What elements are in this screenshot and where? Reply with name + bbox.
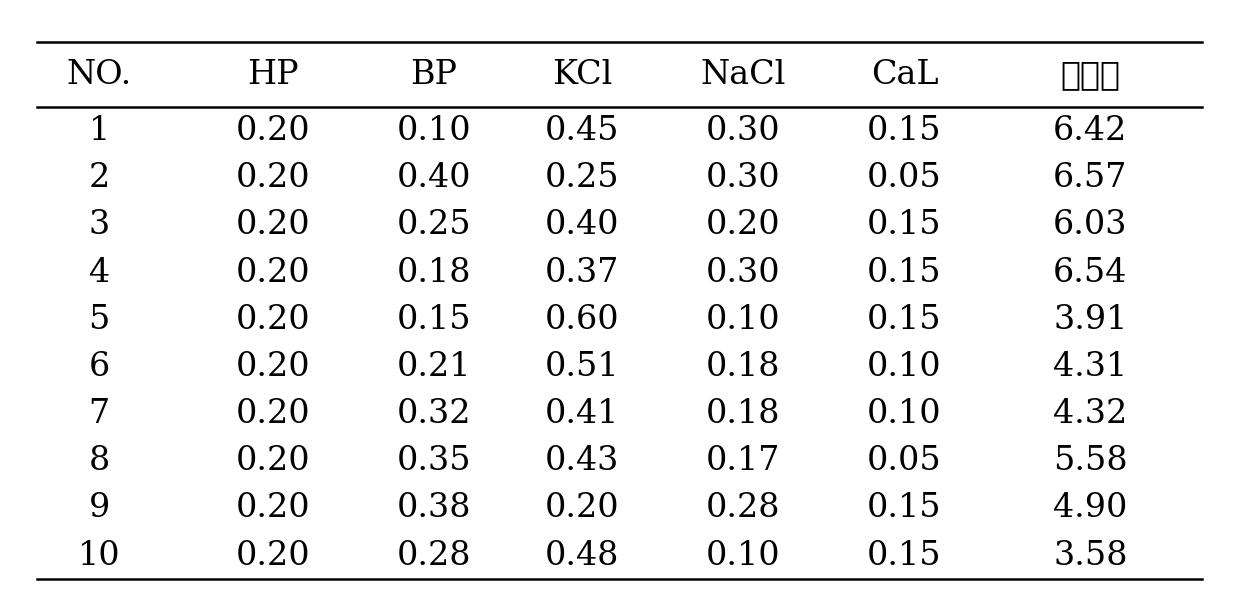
Text: 0.15: 0.15 xyxy=(867,210,942,241)
Text: 5.58: 5.58 xyxy=(1053,445,1127,477)
Text: 4.90: 4.90 xyxy=(1053,493,1127,524)
Text: 7: 7 xyxy=(88,398,110,430)
Text: 0.25: 0.25 xyxy=(396,210,471,241)
Text: 0.15: 0.15 xyxy=(867,304,942,336)
Text: 0.21: 0.21 xyxy=(396,351,471,383)
Text: 0.20: 0.20 xyxy=(235,351,310,383)
Text: 0.60: 0.60 xyxy=(545,304,620,336)
Text: 6: 6 xyxy=(88,351,110,383)
Text: KCl: KCl xyxy=(553,59,612,91)
Text: 0.05: 0.05 xyxy=(867,445,942,477)
Text: 6.57: 6.57 xyxy=(1053,162,1127,194)
Text: 0.18: 0.18 xyxy=(706,351,781,383)
Text: 6.54: 6.54 xyxy=(1053,257,1127,288)
Text: 0.15: 0.15 xyxy=(396,304,471,336)
Text: 8: 8 xyxy=(88,445,110,477)
Text: 0.10: 0.10 xyxy=(867,398,942,430)
Text: 6.03: 6.03 xyxy=(1053,210,1127,241)
Text: 0.10: 0.10 xyxy=(396,115,471,147)
Text: 0.20: 0.20 xyxy=(706,210,781,241)
Text: 0.20: 0.20 xyxy=(545,493,620,524)
Text: BP: BP xyxy=(410,59,457,91)
Text: 0.30: 0.30 xyxy=(706,162,781,194)
Text: 0.10: 0.10 xyxy=(706,540,781,571)
Text: NO.: NO. xyxy=(67,59,131,91)
Text: 4.32: 4.32 xyxy=(1053,398,1127,430)
Text: 5: 5 xyxy=(88,304,110,336)
Text: 0.20: 0.20 xyxy=(235,445,310,477)
Text: 3: 3 xyxy=(88,210,110,241)
Text: CaL: CaL xyxy=(871,59,938,91)
Text: 0.45: 0.45 xyxy=(545,115,620,147)
Text: 0.30: 0.30 xyxy=(706,115,781,147)
Text: 0.37: 0.37 xyxy=(545,257,620,288)
Text: 0.28: 0.28 xyxy=(396,540,471,571)
Text: 1: 1 xyxy=(88,115,110,147)
Text: 0.05: 0.05 xyxy=(867,162,942,194)
Text: 0.48: 0.48 xyxy=(545,540,620,571)
Text: 0.17: 0.17 xyxy=(706,445,781,477)
Text: 0.15: 0.15 xyxy=(867,115,942,147)
Text: 0.40: 0.40 xyxy=(396,162,471,194)
Text: 0.15: 0.15 xyxy=(867,257,942,288)
Text: 0.20: 0.20 xyxy=(235,115,310,147)
Text: 6.42: 6.42 xyxy=(1053,115,1127,147)
Text: 0.10: 0.10 xyxy=(706,304,781,336)
Text: 0.20: 0.20 xyxy=(235,540,310,571)
Text: 0.30: 0.30 xyxy=(706,257,781,288)
Text: 0.20: 0.20 xyxy=(235,210,310,241)
Text: 4.31: 4.31 xyxy=(1053,351,1127,383)
Text: 0.20: 0.20 xyxy=(235,304,310,336)
Text: 3.91: 3.91 xyxy=(1053,304,1127,336)
Text: 9: 9 xyxy=(88,493,110,524)
Text: 咋味値: 咋味値 xyxy=(1061,58,1120,91)
Text: 3.58: 3.58 xyxy=(1053,540,1127,571)
Text: 0.51: 0.51 xyxy=(545,351,620,383)
Text: HP: HP xyxy=(247,59,299,91)
Text: NaCl: NaCl xyxy=(701,59,786,91)
Text: 0.20: 0.20 xyxy=(235,257,310,288)
Text: 0.41: 0.41 xyxy=(545,398,620,430)
Text: 0.18: 0.18 xyxy=(706,398,781,430)
Text: 0.15: 0.15 xyxy=(867,540,942,571)
Text: 0.43: 0.43 xyxy=(545,445,620,477)
Text: 2: 2 xyxy=(88,162,110,194)
Text: 0.15: 0.15 xyxy=(867,493,942,524)
Text: 0.20: 0.20 xyxy=(235,398,310,430)
Text: 0.32: 0.32 xyxy=(396,398,471,430)
Text: 0.20: 0.20 xyxy=(235,162,310,194)
Text: 0.25: 0.25 xyxy=(545,162,620,194)
Text: 0.18: 0.18 xyxy=(396,257,471,288)
Text: 0.10: 0.10 xyxy=(867,351,942,383)
Text: 0.38: 0.38 xyxy=(396,493,471,524)
Text: 0.35: 0.35 xyxy=(396,445,471,477)
Text: 4: 4 xyxy=(88,257,110,288)
Text: 0.20: 0.20 xyxy=(235,493,310,524)
Text: 10: 10 xyxy=(78,540,120,571)
Text: 0.40: 0.40 xyxy=(545,210,620,241)
Text: 0.28: 0.28 xyxy=(706,493,781,524)
